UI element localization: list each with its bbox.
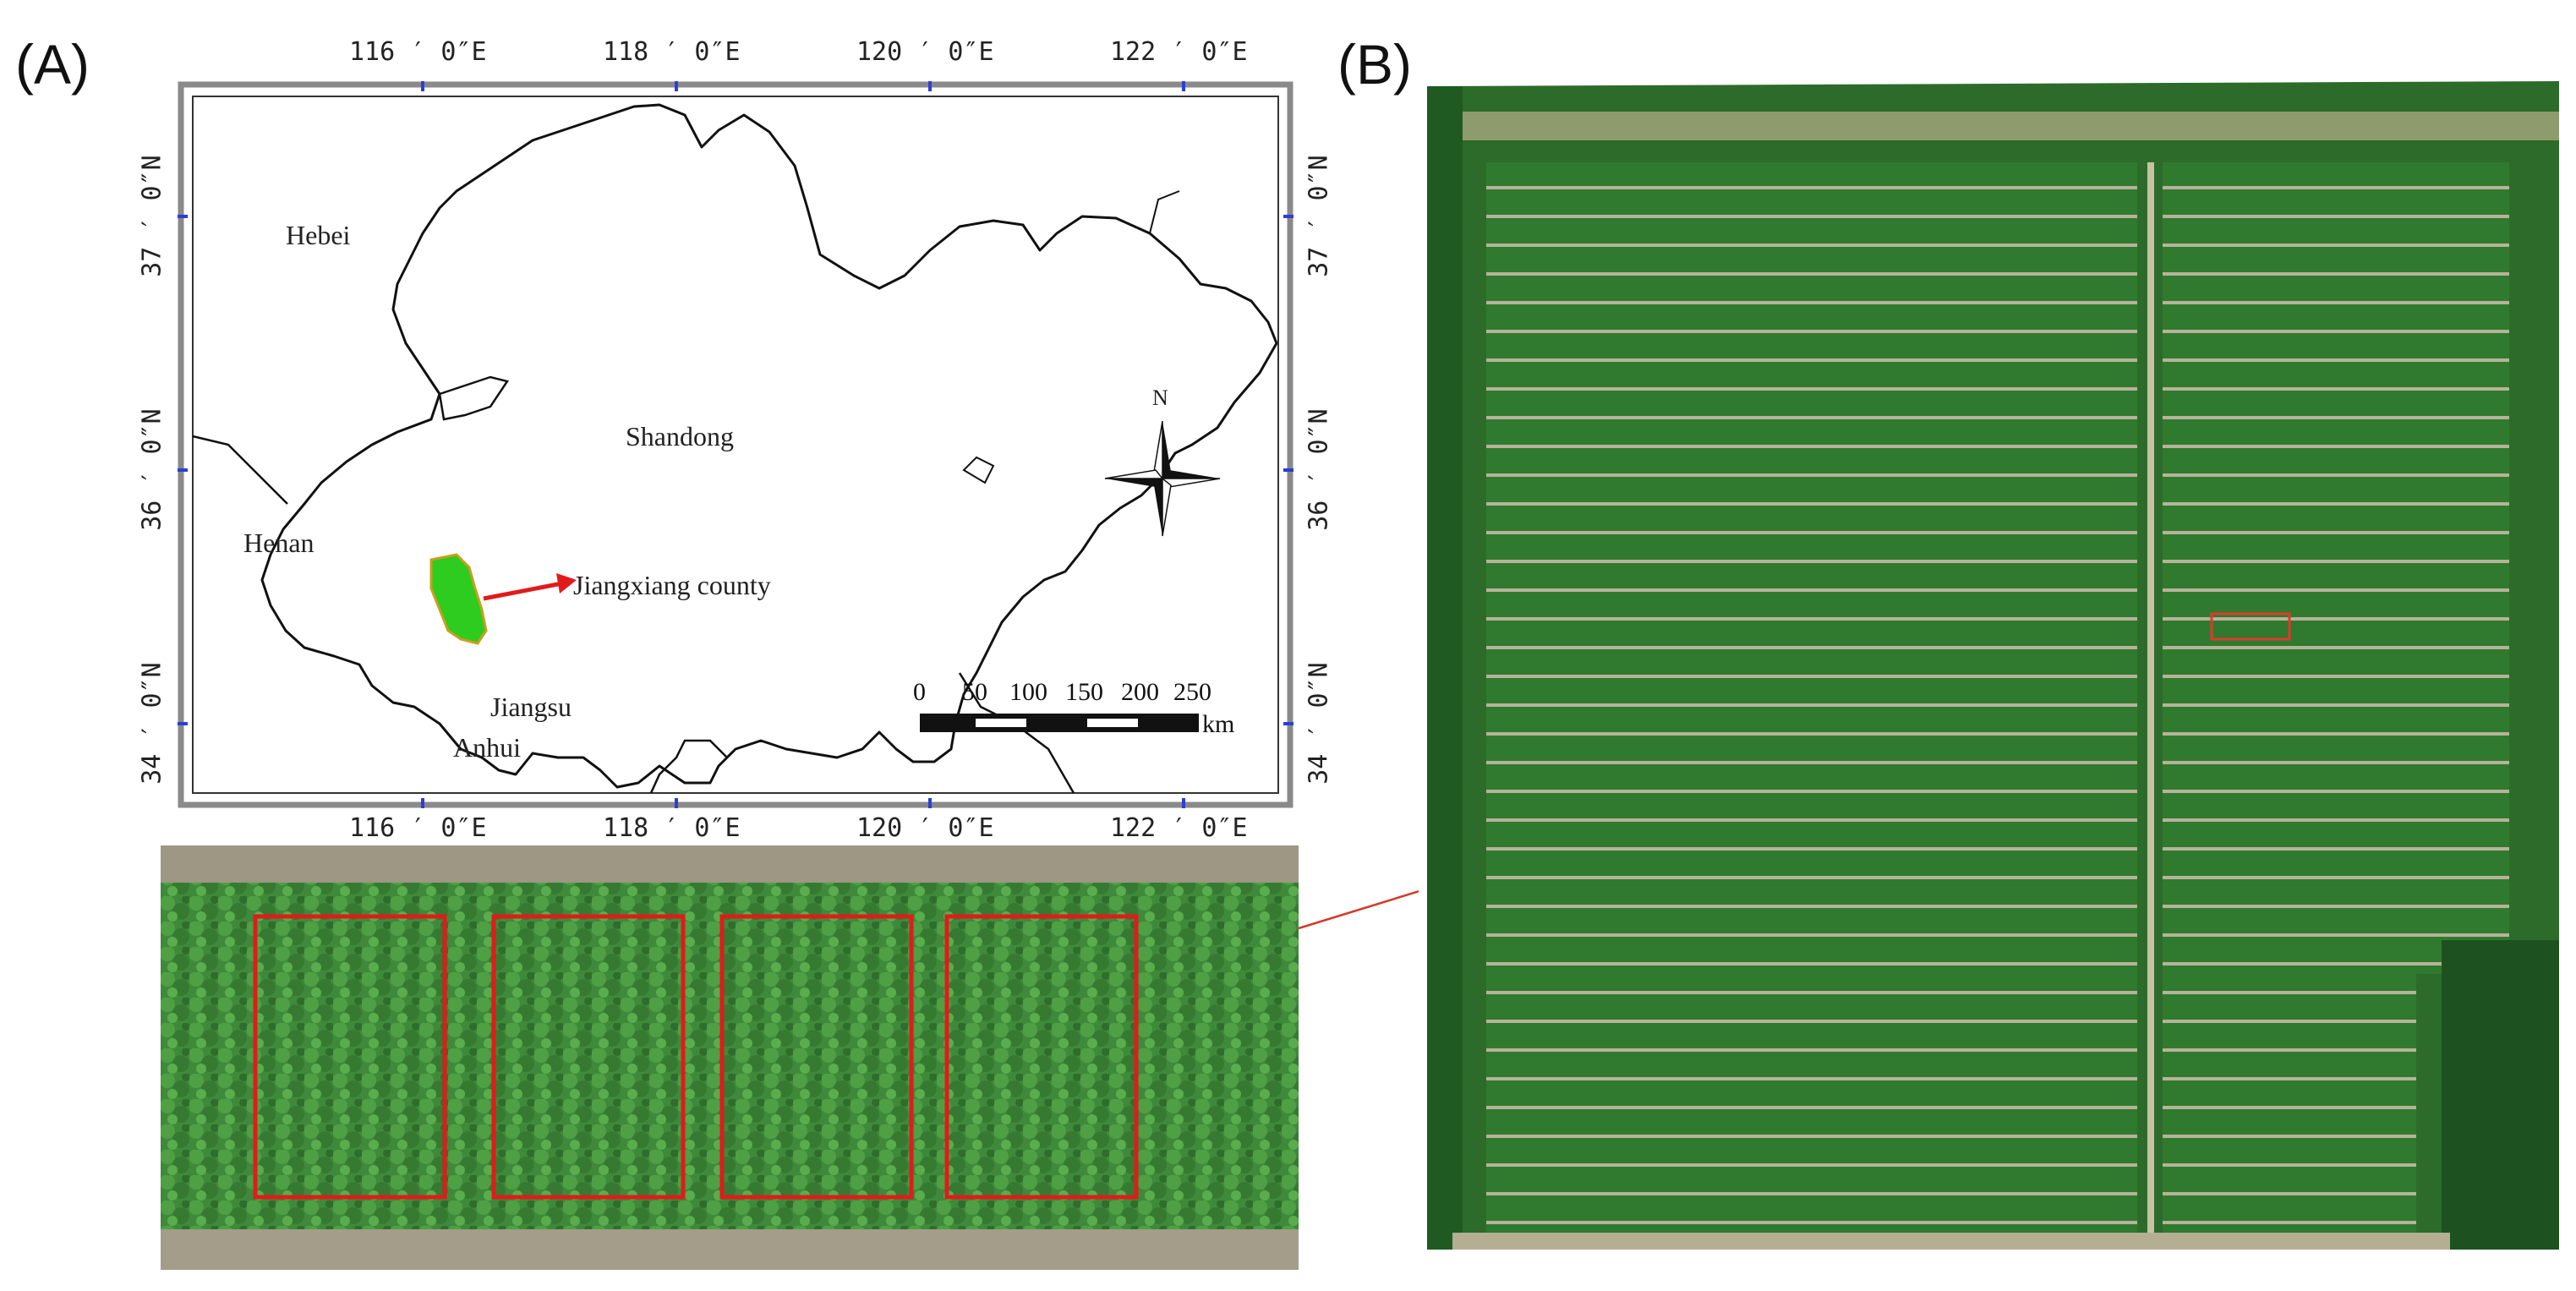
north-arrow-icon bbox=[1104, 420, 1221, 537]
aerial-field-image bbox=[1419, 78, 2559, 1250]
sample-plot-1 bbox=[253, 914, 447, 1200]
north-label: N bbox=[1152, 386, 1168, 410]
scale-bar bbox=[920, 714, 1199, 732]
shandong-boundary bbox=[260, 103, 1278, 789]
scale-tick: 250 bbox=[1173, 678, 1211, 706]
right-lower-block bbox=[2163, 974, 2416, 1236]
bottom-road bbox=[1452, 1233, 2450, 1250]
top-tick-label: 118 ′ 0″E bbox=[603, 37, 741, 67]
right-block bbox=[2163, 162, 2509, 974]
hebei-boundary bbox=[192, 435, 288, 505]
province-label-anhui: Anhui bbox=[453, 732, 521, 763]
peninsula-detail bbox=[962, 456, 995, 484]
inset-image bbox=[161, 845, 1299, 1270]
scale-tick: 50 bbox=[962, 678, 987, 706]
sample-plot-2 bbox=[491, 914, 686, 1200]
panel-b-label: (B) bbox=[1337, 33, 1412, 96]
bottom-tick-label: 118 ′ 0″E bbox=[603, 813, 741, 843]
top-tick-label: 116 ′ 0″E bbox=[349, 37, 487, 67]
jiangxiang-county-area bbox=[429, 553, 488, 645]
top-tick-label: 120 ′ 0″E bbox=[856, 37, 994, 67]
bottom-tick-label: 122 ′ 0″E bbox=[1110, 813, 1248, 843]
top-tick-label: 122 ′ 0″E bbox=[1110, 37, 1248, 67]
scale-unit: km bbox=[1202, 710, 1235, 738]
province-label-jiangsu: Jiangsu bbox=[490, 692, 572, 722]
sample-plots bbox=[253, 914, 1139, 1200]
jiangsu-boundary bbox=[649, 739, 728, 794]
scale-tick: 0 bbox=[913, 678, 926, 706]
highlighted-plot bbox=[2210, 612, 2291, 641]
adjacent-field bbox=[2442, 940, 2559, 1250]
left-block bbox=[1486, 162, 2137, 1236]
crop-canopy bbox=[161, 883, 1299, 1229]
map-canvas bbox=[178, 81, 1293, 808]
yellow-river bbox=[438, 375, 510, 421]
plot-inset bbox=[161, 845, 1299, 1270]
scale-tick: 150 bbox=[1065, 678, 1103, 706]
county-arrowhead bbox=[556, 573, 577, 594]
province-label-hebei: Hebei bbox=[286, 220, 351, 250]
top-road bbox=[1463, 112, 2559, 140]
scale-tick: 100 bbox=[1009, 678, 1047, 706]
province-label-shandong: Shandong bbox=[626, 421, 734, 451]
sample-plot-4 bbox=[944, 914, 1139, 1200]
frame-ticks bbox=[178, 81, 1293, 808]
scale-tick: 200 bbox=[1121, 678, 1159, 706]
study-area-label: Jiangxiang county bbox=[573, 570, 771, 600]
bohai-coast bbox=[1149, 190, 1180, 234]
bottom-tick-label: 116 ′ 0″E bbox=[349, 813, 487, 843]
tree-line bbox=[1427, 86, 1463, 1250]
location-map: 116 ′ 0″E 118 ′ 0″E 120 ′ 0″E 122 ′ 0″E … bbox=[138, 37, 1334, 843]
aerial-canvas bbox=[1419, 78, 2559, 1250]
bottom-tick-label: 120 ′ 0″E bbox=[856, 813, 994, 843]
panel-a-label: (A) bbox=[15, 33, 90, 96]
province-label-henan: Henan bbox=[243, 528, 314, 558]
sample-plot-3 bbox=[719, 914, 914, 1200]
county-arrow bbox=[483, 581, 563, 601]
